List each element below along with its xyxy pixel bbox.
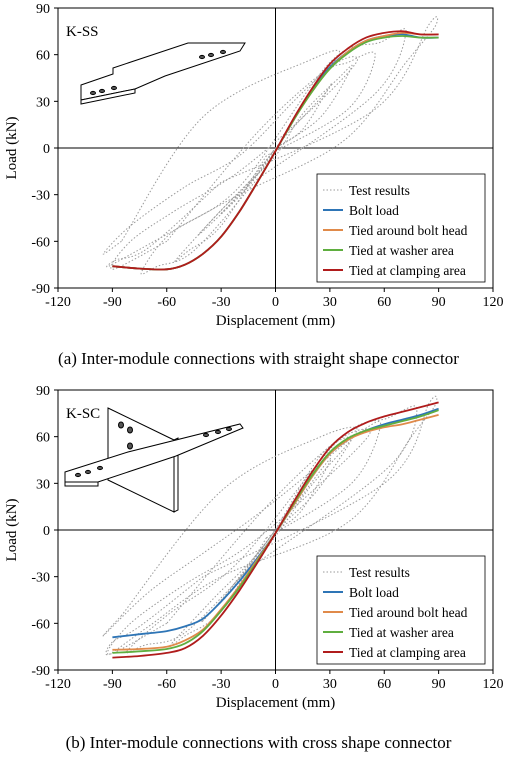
y-axis-label: Load (kN) <box>4 117 20 180</box>
chart-sc: -120 -90 -60 -30 0 30 60 90 1209060300-30-60-90D… <box>4 384 504 711</box>
x-tick-label: -120 <box>45 295 71 310</box>
legend-label: Bolt load <box>349 585 399 600</box>
y-tick-label: -60 <box>31 235 50 250</box>
legend-label: Tied around bolt head <box>349 605 468 620</box>
x-tick-label: -90 <box>103 677 122 692</box>
x-tick-label: 90 <box>432 295 446 310</box>
test-loop <box>173 51 376 263</box>
test-loop <box>140 28 407 275</box>
test-loop <box>105 395 438 656</box>
legend-label: Tied at washer area <box>349 243 454 258</box>
x-axis-label: Displacement (mm) <box>216 695 336 711</box>
y-tick-label: 90 <box>36 2 50 17</box>
legend-label: Test results <box>349 565 410 580</box>
connector-icon <box>64 407 244 513</box>
x-tick-label: -120 <box>45 677 71 692</box>
legend-label: Test results <box>349 183 410 198</box>
y-tick-label: -90 <box>31 664 50 679</box>
test-loop <box>106 16 439 268</box>
x-tick-label: -90 <box>103 295 122 310</box>
x-tick-label: 60 <box>377 295 391 310</box>
x-tick-label: 30 <box>323 295 337 310</box>
panel-label: K-SC <box>66 406 100 422</box>
legend: Test results Bolt load Tied around bolt he… <box>316 173 486 283</box>
y-tick-label: 30 <box>36 477 50 492</box>
y-tick-label: 0 <box>43 142 50 157</box>
x-tick-label: 60 <box>377 677 391 692</box>
legend-label: Tied at clamping area <box>349 645 466 660</box>
connector-icon <box>80 42 246 105</box>
x-tick-label: 0 <box>272 295 279 310</box>
y-tick-label: -60 <box>31 617 50 632</box>
x-tick-label: 90 <box>432 677 446 692</box>
x-tick-label: 30 <box>323 677 337 692</box>
panel-label: K-SS <box>66 24 99 40</box>
legend-label: Tied at washer area <box>349 625 454 640</box>
x-tick-label: 0 <box>272 677 279 692</box>
legend-box <box>316 173 486 283</box>
y-tick-label: 60 <box>36 431 50 446</box>
legend-label: Bolt load <box>349 203 399 218</box>
test-results-loops <box>102 16 439 275</box>
legend-box <box>316 555 486 665</box>
model-curves <box>112 401 439 659</box>
y-tick-label: -90 <box>31 282 50 297</box>
x-tick-label: -30 <box>212 677 231 692</box>
x-tick-label: -60 <box>157 677 176 692</box>
test-loop <box>102 426 358 637</box>
series-clamp <box>112 401 439 659</box>
y-axis-label: Load (kN) <box>4 499 20 562</box>
test-loop <box>197 64 353 236</box>
caption-b: (b) Inter-module connections with cross … <box>65 733 452 752</box>
x-tick-label: 120 <box>483 295 504 310</box>
y-tick-label: -30 <box>31 571 50 586</box>
model-curves <box>112 30 439 271</box>
y-tick-label: 90 <box>36 384 50 399</box>
legend-label: Tied at clamping area <box>349 263 466 278</box>
y-tick-label: 30 <box>36 95 50 110</box>
legend: Test results Bolt load Tied around bolt he… <box>316 555 486 665</box>
x-tick-label: 120 <box>483 677 504 692</box>
x-tick-label: -30 <box>212 295 231 310</box>
series-clamp <box>112 30 439 271</box>
legend-label: Tied around bolt head <box>349 223 468 238</box>
y-tick-label: 0 <box>43 524 50 539</box>
caption-a: (a) Inter-module connections with straig… <box>58 349 459 368</box>
y-tick-label: -30 <box>31 189 50 204</box>
x-tick-label: -60 <box>157 295 176 310</box>
test-loop <box>168 420 382 648</box>
x-axis-label: Displacement (mm) <box>216 313 336 329</box>
y-tick-label: 60 <box>36 49 50 64</box>
chart-ss: -120 -90 -60 -30 0 30 60 90 1209060300-30-60-90D… <box>4 2 504 329</box>
